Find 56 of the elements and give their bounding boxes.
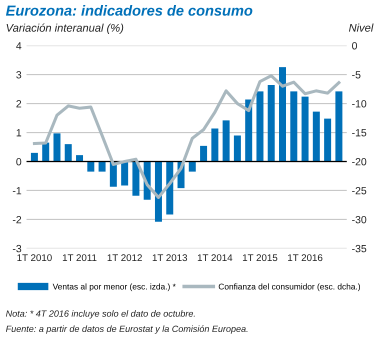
y-axis-title: Variación interanual (%) <box>6 23 124 34</box>
bar <box>234 135 241 162</box>
y-tick-label: 2 <box>16 100 22 108</box>
bar <box>279 67 286 162</box>
text: Nota: * 4T 2016 incluye solo el dato de octubre. <box>6 310 195 319</box>
bar <box>200 146 208 162</box>
bar <box>42 142 50 162</box>
y2-tick-label: -25 <box>352 186 366 194</box>
bar <box>290 91 298 162</box>
bar <box>222 120 230 162</box>
bar <box>211 128 218 162</box>
bar <box>98 162 106 172</box>
bar <box>302 96 309 162</box>
bar <box>324 118 332 162</box>
bar <box>121 162 128 186</box>
chart-title: Eurozona: indicadores de consumo <box>6 5 252 16</box>
y2-axis-title: Nivel <box>348 24 374 32</box>
y-tick-label: 3 <box>16 71 22 78</box>
bar <box>87 162 94 172</box>
x-tick-label: 1T 2012 <box>108 254 142 262</box>
legend-label: Confianza del consumidor (esc. dcha.) <box>218 283 360 292</box>
bar <box>312 112 320 162</box>
x-tick-label: 1T 2013 <box>152 254 188 262</box>
y2-tick-label: -30 <box>352 216 366 224</box>
bar <box>30 152 38 162</box>
y-tick-label: -3 <box>12 244 22 252</box>
bar <box>245 100 252 162</box>
y-tick-label: -1 <box>12 187 22 194</box>
y2-tick-label: -5 <box>352 71 360 78</box>
x-tick-label: 1T 2010 <box>17 254 52 262</box>
bar <box>188 162 196 172</box>
legend-label: Ventas al por menor (esc. izda.) * <box>52 283 176 292</box>
y-tick-label: 4 <box>16 42 22 50</box>
bar <box>53 133 60 162</box>
bar <box>268 85 275 162</box>
bar <box>256 91 264 162</box>
bar <box>132 162 140 196</box>
x-tick-label: 1T 2014 <box>198 254 232 262</box>
x-tick-label: 1T 2011 <box>62 254 96 262</box>
bar <box>335 91 342 162</box>
y-tick-label: 1 <box>16 129 22 136</box>
source-note: Fuente: a partir de datos de Eurostat y la Comisión Europea. <box>6 325 248 334</box>
bar <box>154 162 162 222</box>
y2-tick-label: 0 <box>352 42 358 50</box>
y-tick-label: -2 <box>12 216 22 224</box>
x-tick-label: 1T 2015 <box>242 254 278 262</box>
y2-tick-label: -10 <box>352 100 366 108</box>
bar <box>64 144 72 162</box>
bar <box>166 162 174 215</box>
y-tick-label: 0 <box>16 158 22 166</box>
y2-tick-label: -20 <box>352 158 366 166</box>
y2-tick-label: -35 <box>352 244 366 252</box>
y2-tick-label: -15 <box>352 129 366 136</box>
line-series <box>32 74 340 199</box>
bar <box>76 155 84 162</box>
x-tick-label: 1T 2016 <box>288 254 322 262</box>
